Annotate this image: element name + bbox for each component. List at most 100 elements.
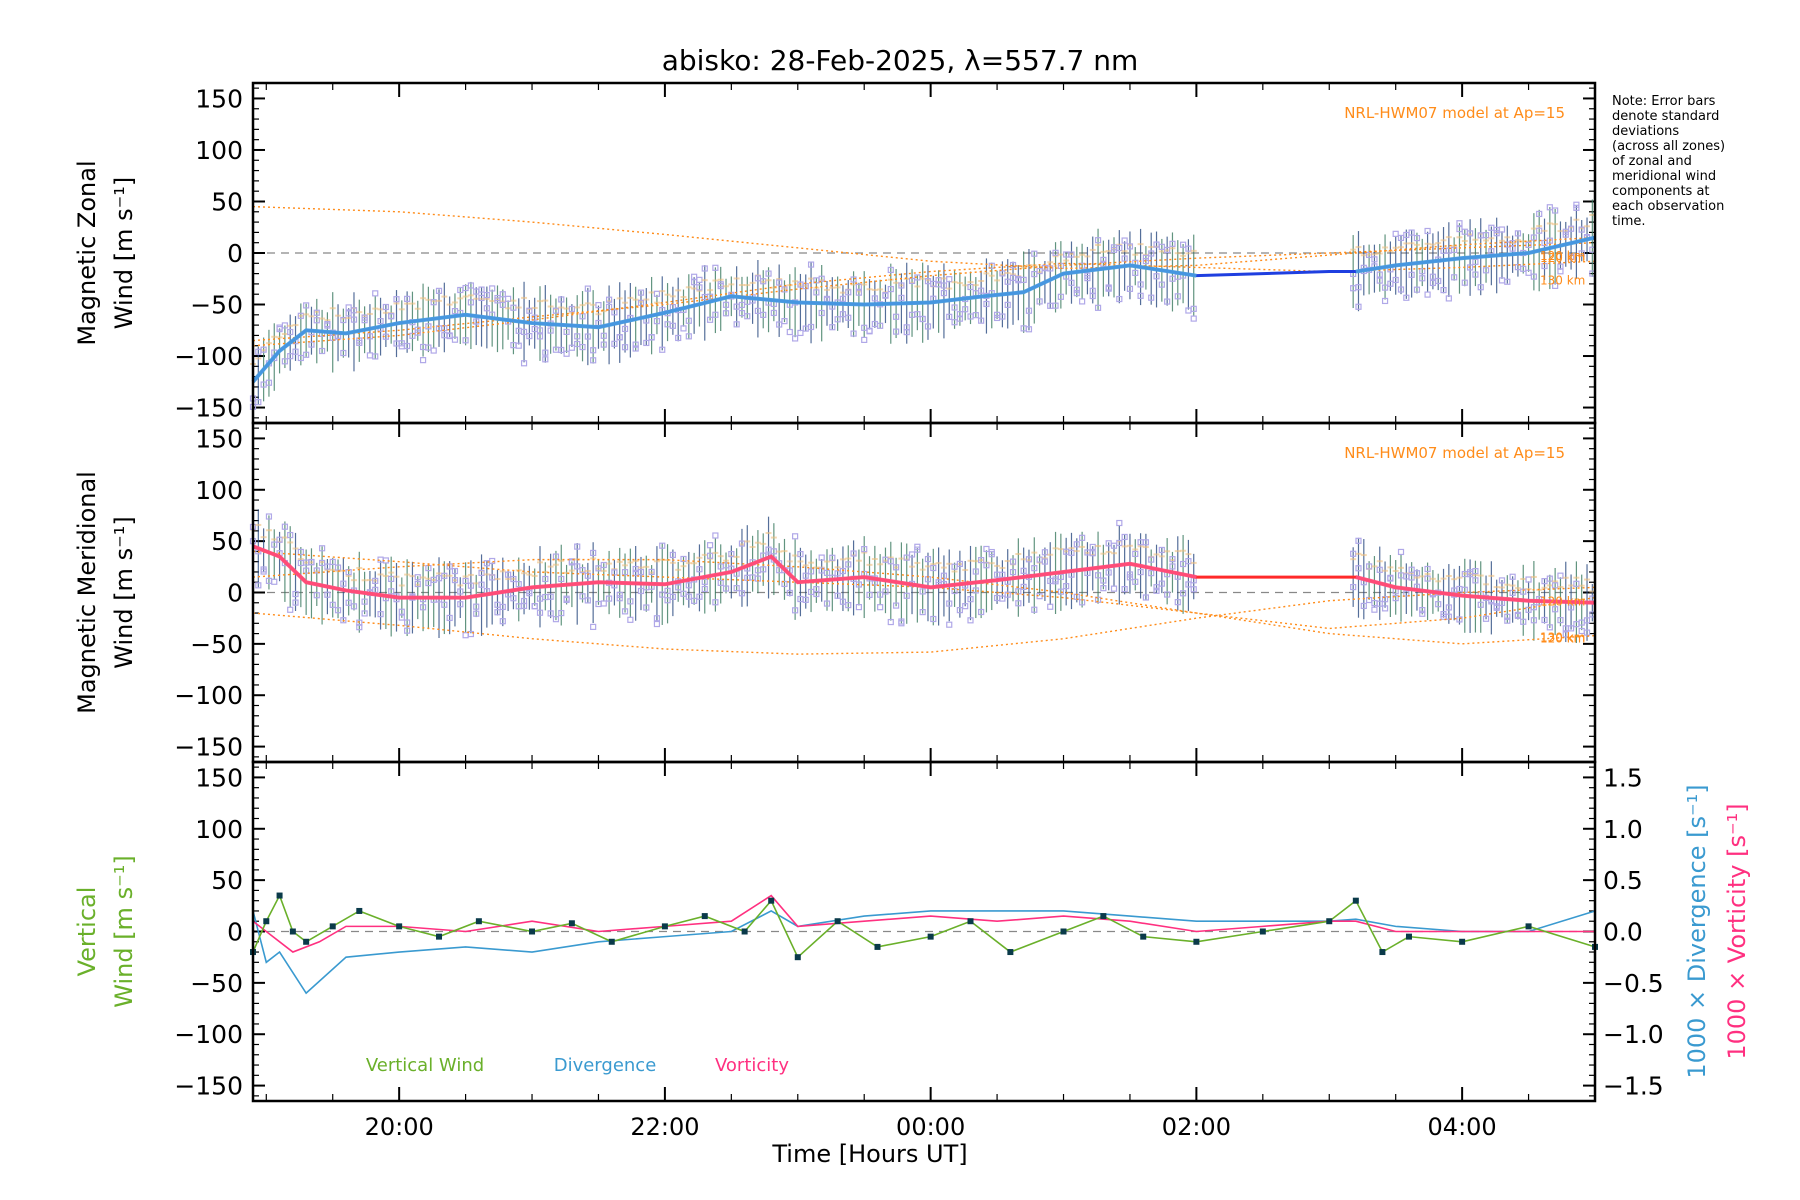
zone-sample: [871, 295, 878, 302]
zone-sample: [1381, 596, 1389, 603]
zone-sample: [1578, 226, 1585, 233]
zone-sample: [1148, 294, 1155, 301]
zone-sample: [398, 614, 405, 621]
zone-sample: [361, 598, 368, 605]
zone-sample: [531, 314, 538, 321]
zone-sample: [1052, 249, 1059, 256]
zone-sample: [409, 332, 416, 339]
zone-sample: [760, 566, 767, 573]
zone-sample: [1073, 290, 1080, 297]
zone-sample: [600, 600, 607, 607]
zone-sample: [366, 352, 374, 359]
vertical-wind-point: [1060, 928, 1067, 935]
zone-sample: [547, 610, 554, 617]
zone-sample: [807, 568, 815, 575]
right-tick-label: 0.0: [1603, 918, 1643, 947]
zone-sample: [1472, 271, 1479, 278]
zone-sample: [1514, 611, 1522, 618]
zone-sample: [1164, 298, 1171, 305]
zone-sample: [1546, 624, 1553, 631]
zone-sample: [754, 307, 762, 315]
zone-sample: [340, 580, 347, 587]
zone-sample: [361, 610, 368, 617]
zone-sample: [834, 316, 841, 323]
zone-sample: [287, 328, 294, 336]
zone-sample: [1376, 600, 1383, 607]
panel-meridional: 150 100 50 0 −50 −100 −150 Magnetic Meridional W…: [73, 421, 1597, 764]
zone-sample: [345, 599, 352, 606]
vertical-wind-point: [329, 923, 336, 930]
zone-sample: [786, 589, 793, 597]
right-tick-label: −1.5: [1603, 1072, 1664, 1101]
zone-sample: [584, 572, 591, 579]
zone-sample: [664, 587, 671, 594]
zone-sample: [834, 592, 841, 599]
zone-sample: [1185, 245, 1192, 252]
wind-line: [251, 236, 1596, 383]
zone-sample: [1142, 594, 1149, 601]
zone-sample: [1089, 292, 1096, 300]
y-axis-label-top: Vertical: [73, 887, 101, 977]
zone-sample: [653, 620, 661, 628]
zone-sample: [1413, 570, 1421, 577]
panel-frame: [251, 760, 1597, 1103]
model-height-label: 120 km: [1540, 251, 1585, 265]
zone-sample: [1482, 615, 1490, 622]
y-axis-label-top: Magnetic Meridional: [73, 471, 101, 714]
zone-sample: [1419, 610, 1426, 617]
zone-sample: [1009, 558, 1017, 565]
zone-sample: [1020, 583, 1027, 590]
zone-sample: [536, 333, 544, 340]
zone-sample: [318, 347, 326, 355]
zone-sample: [1541, 616, 1548, 624]
zone-sample: [489, 574, 496, 581]
zone-sample: [818, 275, 825, 282]
zone-sample: [855, 581, 862, 588]
zone-sample: [1073, 286, 1080, 293]
vertical-wind-point: [1100, 913, 1107, 920]
zone-sample: [584, 333, 591, 340]
zone-sample: [303, 302, 310, 309]
zone-sample: [478, 286, 485, 293]
zone-sample: [1126, 285, 1134, 292]
zone-sample: [1482, 267, 1490, 274]
zone-sample: [1445, 613, 1452, 620]
figure-title: abisko: 28-Feb-2025, λ=557.7 nm: [662, 44, 1139, 77]
zone-sample: [1403, 294, 1410, 301]
zone-sample: [574, 563, 581, 570]
y-axis-label-bottom: Wind [m s⁻¹]: [110, 177, 138, 329]
vertical-wind-point: [874, 943, 881, 950]
vertical-wind-point: [1326, 918, 1333, 925]
zone-sample: [1063, 583, 1070, 590]
zone-sample: [377, 611, 384, 618]
zone-sample: [1583, 629, 1591, 636]
zone-sample: [1424, 565, 1431, 573]
zone-sample: [340, 617, 347, 624]
vertical-wind-point: [529, 928, 536, 935]
zone-sample: [1456, 616, 1463, 623]
zone-sample: [1552, 582, 1559, 589]
zone-sample: [1562, 631, 1569, 638]
vertical-wind-point: [741, 928, 748, 935]
zone-sample: [1392, 595, 1399, 602]
zone-sample: [861, 546, 868, 553]
x-axis-label: Time [Hours UT]: [771, 1140, 967, 1168]
zone-sample: [1477, 601, 1484, 608]
zone-sample: [877, 322, 884, 329]
zone-sample: [1025, 307, 1033, 314]
zone-sample: [1148, 556, 1155, 563]
zone-sample: [1413, 286, 1421, 293]
zone-sample: [255, 399, 262, 406]
vertical-wind-point: [834, 918, 841, 925]
zone-sample: [1073, 541, 1080, 548]
note-line: time.: [1612, 214, 1646, 229]
zone-sample: [781, 318, 788, 325]
zone-sample: [797, 551, 804, 558]
zone-sample: [722, 585, 730, 592]
zone-sample: [318, 559, 326, 567]
zone-sample: [1381, 605, 1389, 612]
zone-sample: [946, 276, 953, 283]
zone-sample: [520, 597, 528, 605]
zone-sample: [308, 558, 315, 566]
zone-sample: [1148, 250, 1155, 257]
